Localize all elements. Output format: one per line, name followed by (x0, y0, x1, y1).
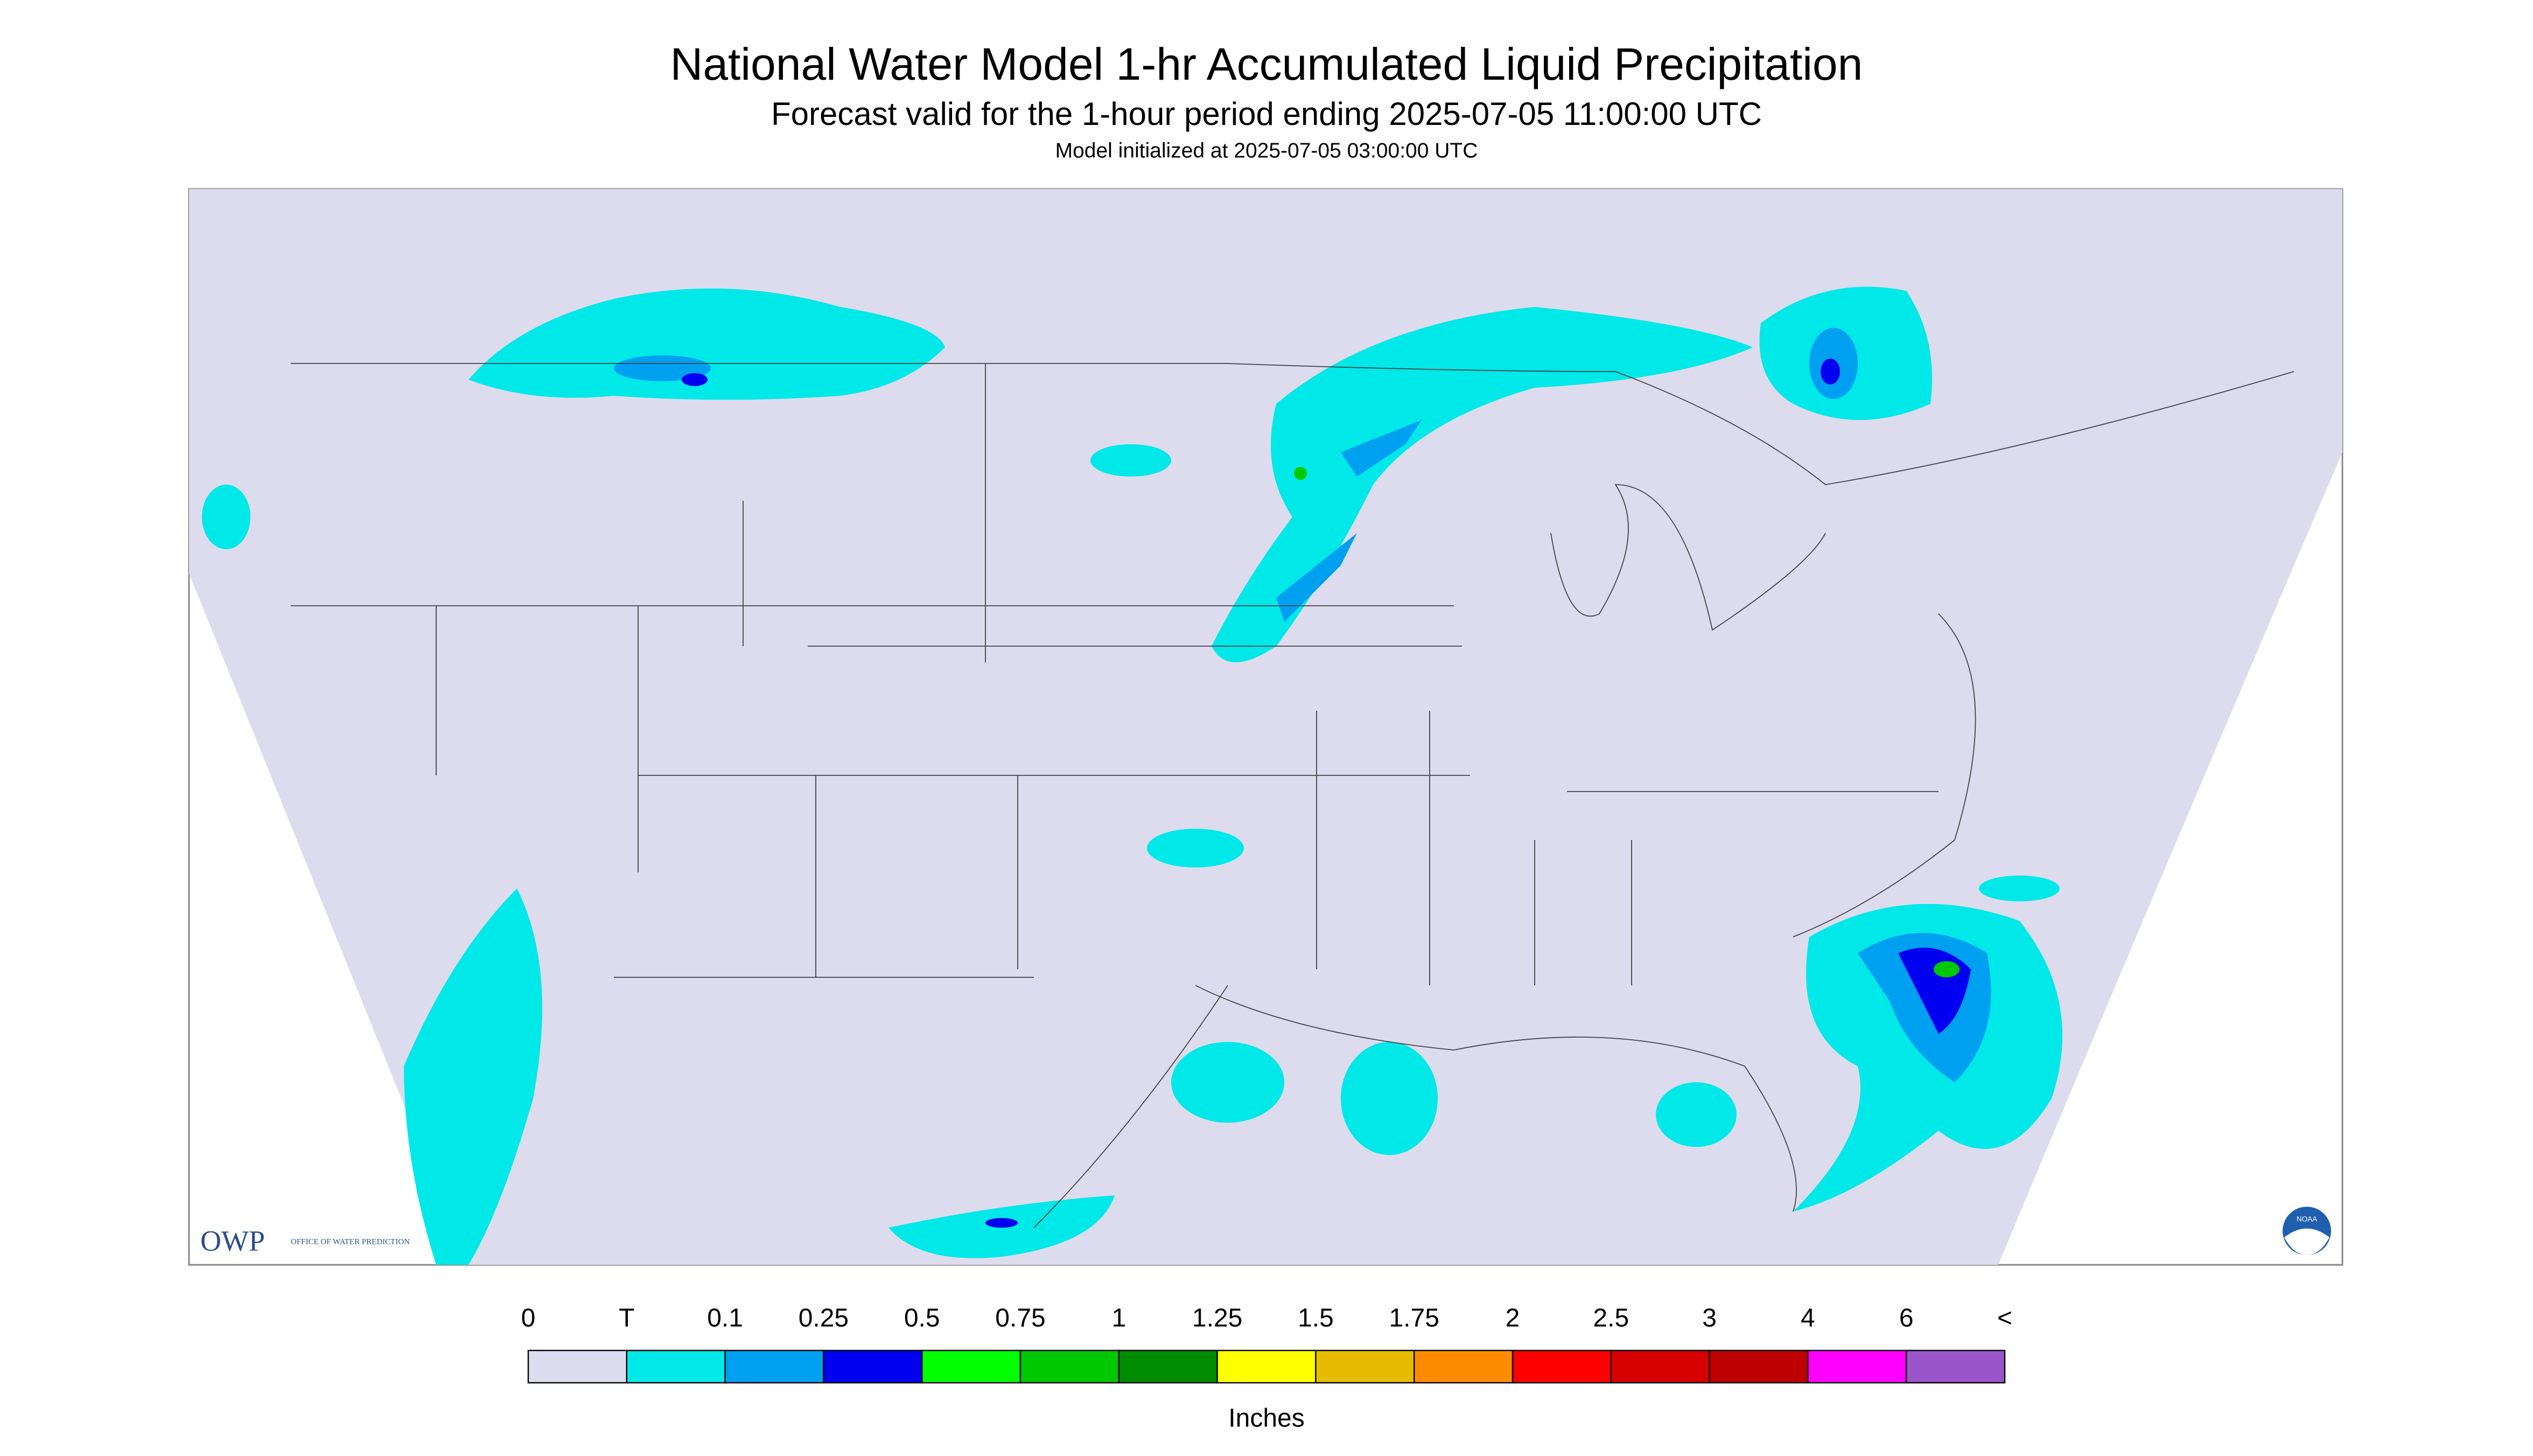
legend-label: 0.1 (707, 1304, 743, 1333)
legend-label: 0 (521, 1304, 536, 1333)
legend-swatch (1019, 1349, 1120, 1384)
legend-label: 0.25 (799, 1304, 849, 1333)
legend-label: 3 (1702, 1304, 1717, 1333)
model-domain (189, 189, 2342, 1265)
noaa-logo-text: NOAA (2297, 1215, 2317, 1223)
legend-label: 1 (1111, 1304, 1126, 1333)
legend-swatch (1807, 1349, 1907, 1384)
legend-swatch (1216, 1349, 1317, 1384)
precipitation (202, 286, 2062, 1265)
legend-label: < (1997, 1304, 2012, 1333)
legend-label: 0.5 (904, 1304, 940, 1333)
owp-logo-text: OFFICE OF WATER PREDICTION (291, 1237, 410, 1246)
legend-label: 2.5 (1593, 1304, 1629, 1333)
boundaries (291, 363, 2294, 1228)
legend-swatch (921, 1349, 1021, 1384)
init-time: Model initialized at 2025-07-05 03:00:00… (1055, 139, 1478, 162)
legend-label: 1.25 (1192, 1304, 1242, 1333)
legend-swatch (1709, 1349, 1809, 1384)
title: National Water Model 1-hr Accumulated Li… (670, 39, 1863, 89)
legend-label: 4 (1801, 1304, 1815, 1333)
noaa-logo-wave (2284, 1228, 2329, 1256)
legend-label: 1.75 (1389, 1304, 1439, 1333)
legend-swatch (626, 1349, 726, 1384)
legend-swatch (1610, 1349, 1710, 1384)
legend-unit: Inches (1228, 1404, 1304, 1433)
legend-swatch (527, 1349, 628, 1384)
legend-swatch (1315, 1349, 1415, 1384)
owp-logo: OWP (200, 1224, 265, 1257)
legend-swatch (1118, 1349, 1218, 1384)
legend-swatch (1512, 1349, 1612, 1384)
legend-swatch (1905, 1349, 2006, 1384)
legend: 0 T 0.1 0.25 0.5 0.75 1 1.25 1.5 1.75 2 2.5 3 4 6 < (521, 1304, 2012, 1384)
legend-label: T (619, 1304, 634, 1333)
legend-swatch (823, 1349, 923, 1384)
legend-label: 1.5 (1298, 1304, 1334, 1333)
legend-label: 6 (1899, 1304, 1914, 1333)
legend-swatch (1414, 1349, 1514, 1384)
subtitle: Forecast valid for the 1-hour period end… (771, 96, 1762, 132)
legend-swatch (724, 1349, 824, 1384)
legend-label: 0.75 (995, 1304, 1045, 1333)
legend-label: 2 (1506, 1304, 1520, 1333)
